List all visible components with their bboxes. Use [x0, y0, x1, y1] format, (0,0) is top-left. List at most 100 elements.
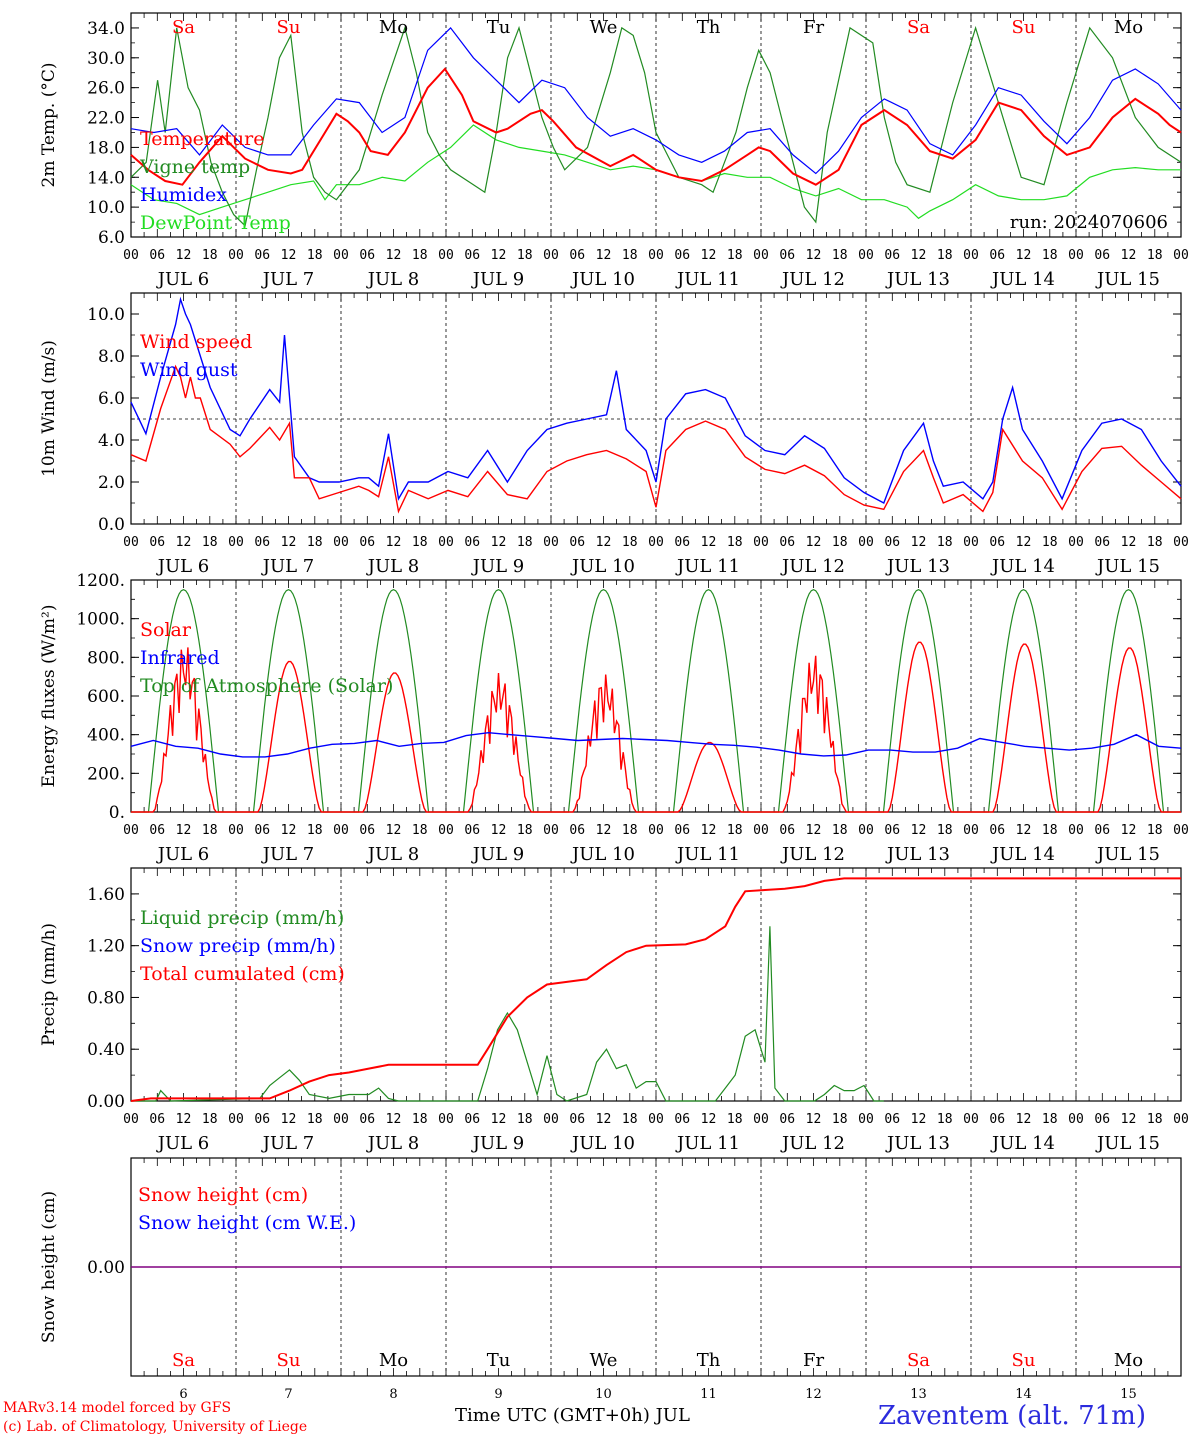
hour-tick-label: 12	[176, 1112, 192, 1127]
hour-tick-label: 12	[596, 823, 612, 838]
hour-tick-label: 06	[674, 248, 690, 263]
hour-tick-label: 00	[228, 248, 244, 263]
legend-entry: Solar	[140, 619, 192, 641]
y-tick-label: 10.0	[87, 305, 125, 325]
date-label: JUL 13	[885, 269, 950, 290]
hour-tick-label: 18	[412, 535, 428, 550]
hour-tick-label: 00	[1068, 535, 1084, 550]
hour-tick-label: 12	[596, 248, 612, 263]
y-tick-label: 14.0	[87, 168, 125, 188]
series-line-vigne-temp	[130, 25, 1182, 228]
day-label: Su	[1012, 17, 1036, 38]
hour-tick-label: 06	[464, 823, 480, 838]
hour-tick-label: 12	[806, 1112, 822, 1127]
hour-tick-label: 12	[176, 535, 192, 550]
date-label: JUL 15	[1095, 556, 1160, 577]
hour-tick-label: 18	[412, 823, 428, 838]
hour-tick-label: 06	[569, 535, 585, 550]
hour-tick-label: 18	[937, 535, 953, 550]
y-axis-label: Precip (mm/h)	[39, 923, 59, 1046]
hour-tick-label: 06	[1094, 535, 1110, 550]
date-label: JUL 15	[1095, 1133, 1160, 1154]
hour-tick-label: 12	[596, 1112, 612, 1127]
hour-tick-label: 12	[701, 248, 717, 263]
day-label: We	[590, 1350, 618, 1371]
panel-1: 6.0 10.0 14.0 18.0 22.0 26.0 30.0 34.0 2m Temp. …	[39, 12, 1189, 290]
y-tick-label: 400.	[87, 726, 125, 746]
date-label: JUL 14	[990, 844, 1055, 865]
hour-tick-label: 12	[281, 248, 297, 263]
hour-tick-label: 18	[202, 248, 218, 263]
hour-tick-label: 06	[254, 1112, 270, 1127]
hour-tick-label: 18	[307, 1112, 323, 1127]
hour-tick-label: 06	[674, 823, 690, 838]
day-number-label: 11	[700, 1387, 717, 1402]
hour-tick-label: 12	[701, 823, 717, 838]
date-label: JUL 11	[675, 269, 740, 290]
hour-tick-label: 12	[491, 535, 507, 550]
hour-tick-label: 06	[359, 823, 375, 838]
hour-tick-label: 18	[727, 823, 743, 838]
series-line-infrared	[130, 731, 1182, 758]
day-label: Mo	[1114, 17, 1143, 38]
y-tick-label: 600.	[87, 687, 125, 707]
y-tick-label: 1.20	[87, 937, 125, 957]
panel-5: 0.00 Snow height (cm) Snow height (cm) Snow…	[39, 1157, 1182, 1402]
hour-tick-label: 00	[858, 823, 874, 838]
hour-tick-label: 00	[438, 1112, 454, 1127]
hour-tick-label: 06	[1094, 1112, 1110, 1127]
hour-tick-label: 00	[963, 823, 979, 838]
hour-tick-label: 00	[1173, 823, 1189, 838]
hour-tick-label: 00	[858, 1112, 874, 1127]
day-label: Sa	[172, 17, 195, 38]
legend-entry: Total cumulated (cm)	[140, 963, 345, 985]
day-number-label: 8	[389, 1387, 397, 1402]
hour-tick-label: 06	[779, 248, 795, 263]
y-tick-label: 8.0	[98, 347, 125, 367]
hour-tick-label: 12	[1016, 535, 1032, 550]
hour-tick-label: 00	[543, 535, 559, 550]
hour-tick-label: 00	[438, 535, 454, 550]
hour-tick-label: 12	[596, 535, 612, 550]
day-label: Fr	[803, 17, 824, 38]
panel-3: 0. 200. 400. 600. 800. 1000. 1200. Energy fluxe…	[39, 571, 1189, 865]
hour-tick-label: 00	[438, 248, 454, 263]
hour-tick-label: 06	[254, 248, 270, 263]
date-label: JUL 11	[675, 1133, 740, 1154]
hour-tick-label: 12	[1016, 1112, 1032, 1127]
y-axis-label: Energy fluxes (W/m²)	[39, 605, 59, 788]
date-label: JUL 7	[261, 556, 315, 577]
day-label: Sa	[172, 1350, 195, 1371]
date-label: JUL 9	[471, 844, 525, 865]
date-label: JUL 8	[366, 556, 420, 577]
date-label: JUL 9	[471, 556, 525, 577]
footer-location: Zaventem (alt. 71m)	[878, 1401, 1146, 1431]
hour-tick-label: 06	[779, 1112, 795, 1127]
hour-tick-label: 00	[543, 1112, 559, 1127]
hour-tick-label: 06	[359, 535, 375, 550]
legend-entry: Top of Atmosphere (Solar)	[140, 675, 393, 697]
date-label: JUL 14	[990, 1133, 1055, 1154]
date-label: JUL 13	[885, 556, 950, 577]
date-label: JUL 15	[1095, 269, 1160, 290]
time-ticks	[130, 13, 1182, 237]
hour-tick-label: 12	[701, 535, 717, 550]
hour-tick-label: 12	[386, 823, 402, 838]
hour-tick-label: 00	[228, 1112, 244, 1127]
hour-tick-label: 00	[1068, 248, 1084, 263]
hour-tick-label: 12	[386, 248, 402, 263]
hour-tick-label: 06	[254, 823, 270, 838]
hour-tick-label: 18	[1147, 535, 1163, 550]
date-label: JUL 6	[156, 556, 210, 577]
day-label: Tu	[487, 17, 511, 38]
date-label: JUL 8	[366, 269, 420, 290]
date-label: JUL 8	[366, 844, 420, 865]
y-tick-label: 200.	[87, 764, 125, 784]
hour-tick-label: 06	[569, 1112, 585, 1127]
y-tick-label: 10.0	[87, 198, 125, 218]
y-tick-label: 0.80	[87, 988, 125, 1008]
hour-tick-label: 06	[674, 535, 690, 550]
day-label: We	[590, 17, 618, 38]
date-label: JUL 6	[156, 269, 210, 290]
